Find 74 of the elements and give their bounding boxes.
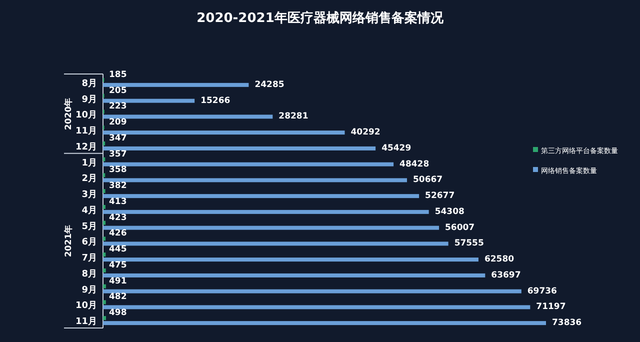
data-label: 185 (109, 70, 127, 80)
bar (103, 289, 522, 294)
bar (103, 242, 448, 246)
data-label: 40292 (350, 128, 380, 138)
data-label: 209 (109, 118, 127, 128)
data-label: 54308 (434, 206, 464, 217)
y-tick-label: 8月 (82, 268, 97, 280)
data-label: 357 (109, 149, 127, 160)
data-label: 50667 (412, 175, 443, 186)
data-label: 482 (109, 292, 127, 302)
chart-title: 2020-2021年医疗器械网络销售备案情况 (196, 10, 444, 26)
data-label: 63697 (491, 270, 521, 280)
data-label: 413 (109, 196, 127, 207)
data-label: 347 (109, 133, 127, 144)
data-label: 382 (109, 181, 127, 192)
bar (103, 114, 273, 119)
bar (103, 130, 345, 135)
y-tick-label: 11月 (75, 126, 97, 137)
data-label: 52677 (425, 191, 455, 202)
bar (103, 268, 106, 272)
data-label: 426 (109, 228, 127, 239)
y-tick-label: 10月 (75, 300, 97, 312)
bar (103, 162, 394, 166)
data-label: 223 (109, 102, 127, 112)
data-label: 48428 (400, 159, 430, 170)
y-tick-label: 5月 (82, 220, 97, 232)
data-label: 498 (109, 308, 127, 318)
bar (103, 226, 440, 230)
bar (103, 316, 106, 320)
data-label: 73836 (552, 318, 582, 328)
y-tick-label: 1月 (82, 157, 97, 168)
bar (103, 273, 486, 278)
data-label: 358 (109, 165, 127, 176)
data-label: 56007 (445, 222, 475, 233)
bar (103, 210, 429, 214)
data-label: 28281 (278, 112, 308, 122)
y-tick-label: 4月 (82, 204, 97, 216)
text: 2020年 (63, 97, 74, 130)
bar (103, 194, 420, 198)
bar (103, 252, 106, 257)
data-label: 445 (109, 244, 127, 255)
bar (103, 220, 106, 225)
data-label: 491 (109, 276, 127, 286)
bar (103, 284, 106, 288)
data-label: 57555 (454, 238, 484, 249)
y-tick-label: 8月 (82, 78, 97, 89)
data-label: 69736 (527, 286, 558, 296)
y-tick-label: 9月 (82, 284, 97, 296)
text: 2021年 (63, 224, 74, 258)
data-label: 71197 (536, 302, 566, 312)
data-label: 45429 (382, 143, 412, 154)
bar (103, 300, 106, 304)
bar (103, 321, 546, 326)
y-tick-label: 7月 (82, 252, 97, 264)
data-label: 62580 (484, 254, 514, 265)
bar (103, 98, 195, 103)
data-label: 15266 (200, 96, 230, 106)
y-tick-label: 2月 (82, 173, 97, 184)
y-tick-label: 10月 (75, 110, 97, 121)
y-tick-label: 6月 (82, 236, 97, 248)
bar (103, 146, 376, 150)
bar (103, 305, 530, 310)
bar (103, 178, 407, 182)
data-label: 205 (109, 86, 127, 96)
bar (103, 82, 249, 87)
data-label: 475 (109, 260, 127, 270)
y-tick-label: 11月 (75, 316, 97, 328)
data-label: 423 (109, 212, 127, 223)
bar (103, 258, 478, 262)
y-tick-label: 12月 (75, 141, 97, 152)
bar (103, 236, 106, 241)
data-label: 24285 (254, 80, 284, 90)
y-tick-label: 9月 (82, 94, 97, 105)
y-tick-label: 3月 (82, 189, 97, 200)
